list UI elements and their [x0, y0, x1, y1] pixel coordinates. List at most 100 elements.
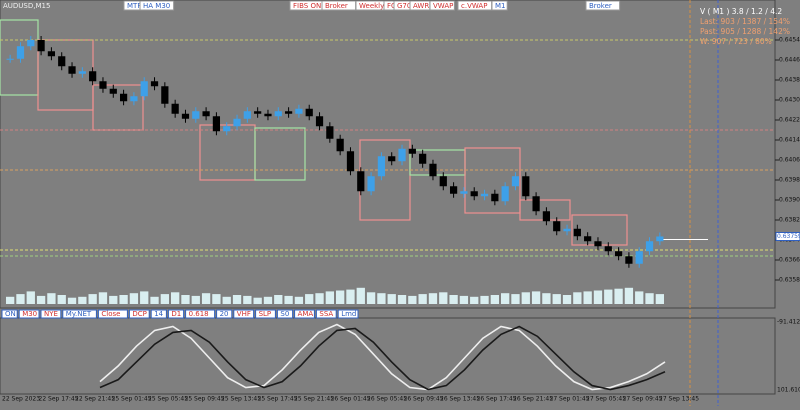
volume-bar [408, 295, 417, 304]
candle [439, 176, 447, 187]
indicator-button-label: 14 [154, 310, 163, 318]
indicator-button[interactable] [150, 309, 167, 319]
volume-bar [315, 293, 324, 304]
x-tick-label: 25 Sep 01:45 [112, 396, 152, 403]
volume-bar [6, 296, 15, 304]
candle [377, 156, 386, 177]
y-tick-label: 0.64065 [779, 157, 800, 164]
candle [181, 113, 190, 119]
candle [295, 108, 303, 114]
volume-bar [490, 295, 499, 304]
volume-bar [284, 295, 293, 304]
volume-bar [98, 292, 108, 304]
volume-bar [366, 292, 376, 304]
indicator-button-label: 0.618 [189, 310, 209, 318]
volume-bar [47, 293, 56, 304]
volume-bar [480, 295, 489, 304]
volume-bar [109, 295, 118, 304]
candle [532, 196, 540, 212]
indicator-button[interactable] [233, 309, 255, 319]
volume-bar [511, 294, 520, 304]
x-tick-label: 25 Sep 09:45 [185, 396, 225, 403]
y-tick-label: 0.64385 [779, 77, 800, 84]
x-tick-label: 25 Sep 05:45 [148, 396, 188, 403]
volume-bar [305, 294, 314, 304]
candle [130, 96, 138, 102]
indicator-button[interactable] [62, 309, 97, 319]
main-panel [0, 0, 776, 309]
indicator-button[interactable] [216, 309, 233, 319]
volume-bar [263, 296, 273, 304]
volume-bar [573, 292, 582, 304]
toolbar-button[interactable] [139, 0, 175, 11]
candle [429, 163, 437, 177]
volume-bar [181, 295, 190, 304]
candle [501, 186, 509, 202]
toolbar-label: MTF [127, 2, 141, 10]
candle [553, 221, 561, 232]
indicator-button-label: AMA [298, 310, 314, 318]
indicator-button[interactable] [255, 309, 276, 319]
candle [47, 51, 56, 57]
candle [522, 176, 530, 197]
info-line: V ( M1 ) 3.8 / 1.2 / 4.2 [700, 7, 782, 16]
candle [604, 246, 612, 252]
indicator-button-label: SSA [319, 310, 333, 318]
candle [625, 256, 633, 264]
indicator-button[interactable] [294, 309, 315, 319]
toolbar-label: G70 [397, 2, 411, 10]
indicator-button[interactable] [97, 309, 128, 319]
candle [388, 156, 396, 162]
y-tick-label: 0.64305 [779, 97, 800, 104]
volume-bar [614, 288, 623, 304]
volume-bar [655, 294, 664, 304]
last-price-box [775, 232, 800, 241]
volume-bar [160, 294, 169, 304]
indicator-button[interactable] [315, 309, 337, 319]
indicator-button[interactable] [128, 309, 150, 319]
candle [357, 171, 365, 192]
volume-bar [439, 292, 448, 304]
indicator-button-label: Lmd [341, 310, 356, 318]
volume-bar [521, 292, 530, 304]
candle [37, 40, 45, 52]
info-line: W: 907 / 723 / 80% [700, 37, 772, 46]
indicator-button[interactable] [276, 309, 294, 319]
toolbar-button[interactable] [429, 0, 455, 11]
volume-bar [377, 293, 386, 304]
candle [78, 71, 86, 74]
last-price-label: 0.63759 [777, 233, 800, 240]
volume-bar [501, 293, 510, 304]
toolbar-label: c.VWAP [461, 2, 487, 10]
indicator-button-label: D1 [171, 310, 181, 318]
indicator-button[interactable] [1, 309, 18, 319]
volume-bar [562, 295, 572, 304]
indicator-button-label: NYE [44, 310, 58, 318]
candle [27, 40, 35, 47]
volume-bar [140, 291, 149, 304]
candle [192, 111, 200, 119]
indicator-button[interactable] [167, 309, 185, 319]
indicator-button[interactable] [40, 309, 62, 319]
candle [542, 211, 551, 222]
volume-bar [150, 296, 159, 304]
candle [573, 228, 581, 237]
candle [480, 193, 489, 197]
toolbar-label: M1 [495, 2, 506, 10]
volume-bar [604, 289, 613, 304]
y-tick-label: 0.64465 [779, 57, 800, 64]
candle [150, 81, 159, 87]
volume-bar [418, 294, 427, 304]
indicator-button-label: S0 [280, 310, 289, 318]
indicator-button[interactable] [18, 309, 40, 319]
toolbar-button[interactable] [491, 0, 508, 11]
candle [171, 103, 179, 114]
candle [99, 81, 107, 89]
level-lines [0, 0, 775, 406]
indicator-button[interactable] [185, 309, 216, 319]
toolbar-button[interactable] [585, 0, 621, 11]
candle [656, 236, 664, 242]
indicator-button[interactable] [337, 309, 359, 319]
volume-bar [387, 294, 396, 304]
